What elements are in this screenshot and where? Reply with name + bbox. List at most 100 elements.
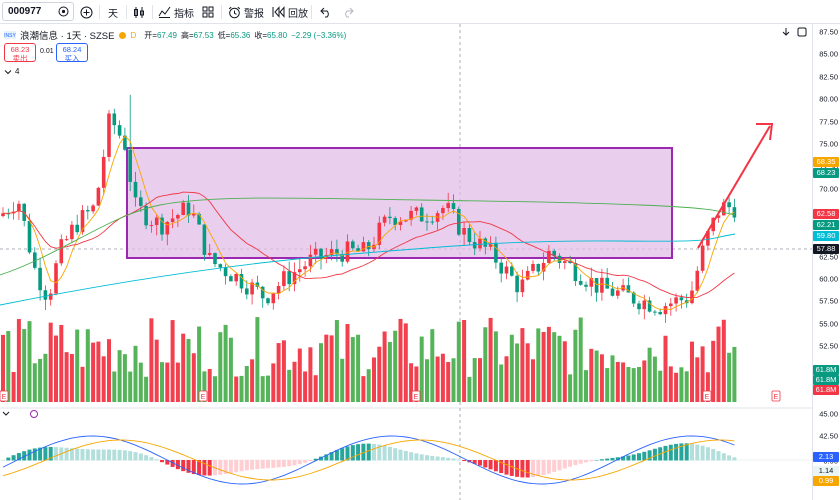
alert-button[interactable]: 警报 <box>228 0 264 24</box>
macd-histogram-bar <box>334 450 339 461</box>
macd-histogram-bar <box>504 460 509 475</box>
low-label: 低= <box>217 30 231 40</box>
volume-bar <box>59 324 64 402</box>
price-axis-label: 45.00 <box>819 409 838 419</box>
series-title[interactable]: 浪潮信息 · 1天 · SZSE <box>20 31 115 42</box>
ma-line-short <box>3 135 735 310</box>
macd-histogram-bar <box>340 448 345 461</box>
candle-body <box>605 277 609 289</box>
chart-type-button[interactable] <box>133 0 145 24</box>
candle-body <box>197 213 201 225</box>
candle-body <box>536 263 541 272</box>
candle-body <box>388 216 392 219</box>
candle-body <box>287 271 291 285</box>
symbol-options-icon[interactable] <box>58 6 69 17</box>
add-symbol-button[interactable] <box>80 0 93 24</box>
volume-bar <box>122 354 127 402</box>
candle-body <box>282 271 286 287</box>
price-tag: 2.13 <box>813 452 839 462</box>
alarm-clock-icon <box>228 6 241 18</box>
volume-bar <box>377 346 382 402</box>
candle-body <box>462 228 466 235</box>
volume-bar <box>615 361 620 402</box>
market-status-dot <box>119 31 127 39</box>
candle-body <box>128 149 132 182</box>
macd-histogram-bar <box>462 460 467 462</box>
macd-histogram-bar <box>260 460 265 469</box>
macd-histogram-bar <box>440 457 445 461</box>
macd-histogram-bar <box>483 460 488 468</box>
indicators-button[interactable]: 指标 <box>158 0 194 24</box>
volume-bar <box>244 366 249 402</box>
macd-histogram-bar <box>69 448 74 461</box>
replay-button[interactable]: 回放 <box>272 0 308 24</box>
candle-body <box>425 221 429 223</box>
volume-bar <box>48 322 53 402</box>
candle-body <box>361 242 366 252</box>
macd-histogram-bar <box>610 457 615 461</box>
macd-histogram-bar <box>578 460 583 464</box>
volume-bar <box>679 367 684 402</box>
macd-histogram-bar <box>711 449 716 461</box>
volume-bar <box>207 368 212 402</box>
macd-histogram-bar <box>509 460 514 476</box>
macd-histogram-bar <box>642 451 647 461</box>
earnings-marker <box>0 390 9 402</box>
candle-body <box>107 113 111 157</box>
volume-bar <box>488 317 493 402</box>
macd-histogram-bar <box>292 460 297 466</box>
scroll-down-icon[interactable] <box>781 27 791 37</box>
candle-body <box>234 274 238 282</box>
macd-histogram-bar <box>700 445 705 461</box>
volume-bar <box>467 376 472 402</box>
macd-histogram-bar <box>690 443 694 461</box>
volume-bar <box>631 368 636 402</box>
buy-button[interactable]: 68.24 买入 <box>56 43 88 63</box>
macd-histogram-bar <box>605 458 610 461</box>
macd-histogram-bar <box>186 460 191 473</box>
macd-signal-line <box>2 439 735 481</box>
volume-bar <box>584 370 588 402</box>
candle-body <box>351 241 355 249</box>
interval-button[interactable]: 天 <box>108 0 118 24</box>
macd-histogram-bar <box>244 460 249 471</box>
macd-histogram-bar <box>414 453 419 461</box>
maximize-icon[interactable] <box>797 27 807 37</box>
macd-histogram-bar <box>255 460 260 470</box>
price-axis[interactable]: 87.5085.0082.5080.0077.5075.0072.5070.00… <box>812 24 840 500</box>
volume-bar <box>27 321 32 402</box>
candle-body <box>716 215 721 218</box>
volume-bar <box>101 356 106 402</box>
candle-body <box>547 250 551 263</box>
candle-body <box>298 269 302 273</box>
chevron-down-icon[interactable] <box>4 69 12 75</box>
chevron-down-icon <box>2 411 10 416</box>
volume-bar <box>170 320 175 402</box>
redo-button[interactable] <box>342 0 354 24</box>
symbol-search[interactable]: 000977 <box>2 2 74 21</box>
indicators-toggle[interactable]: 4 <box>4 67 19 76</box>
macd-histogram-bar <box>679 443 684 461</box>
price-tag: 57.88 <box>813 244 839 254</box>
price-tag: 68.23 <box>813 168 839 178</box>
undo-button[interactable] <box>320 0 332 24</box>
price-axis-label: 57.50 <box>819 296 838 306</box>
macd-histogram-bar <box>308 460 313 462</box>
macd-histogram-bar <box>705 447 710 461</box>
candle-body <box>695 270 700 291</box>
earnings-marker <box>411 390 421 402</box>
volume-bar <box>43 353 48 402</box>
sell-button[interactable]: 68.23 卖出 <box>4 43 36 63</box>
macd-histogram-bar <box>668 444 673 461</box>
macd-histogram-bar <box>27 449 32 461</box>
candle-body <box>303 266 307 270</box>
candle-body <box>202 224 207 255</box>
layout-button[interactable] <box>202 0 214 24</box>
price-axis-label: 70.00 <box>819 184 838 194</box>
volume-bar <box>557 335 562 402</box>
candle-body <box>213 253 217 265</box>
candle-body <box>255 282 260 287</box>
data-source-badge: D <box>130 30 137 40</box>
